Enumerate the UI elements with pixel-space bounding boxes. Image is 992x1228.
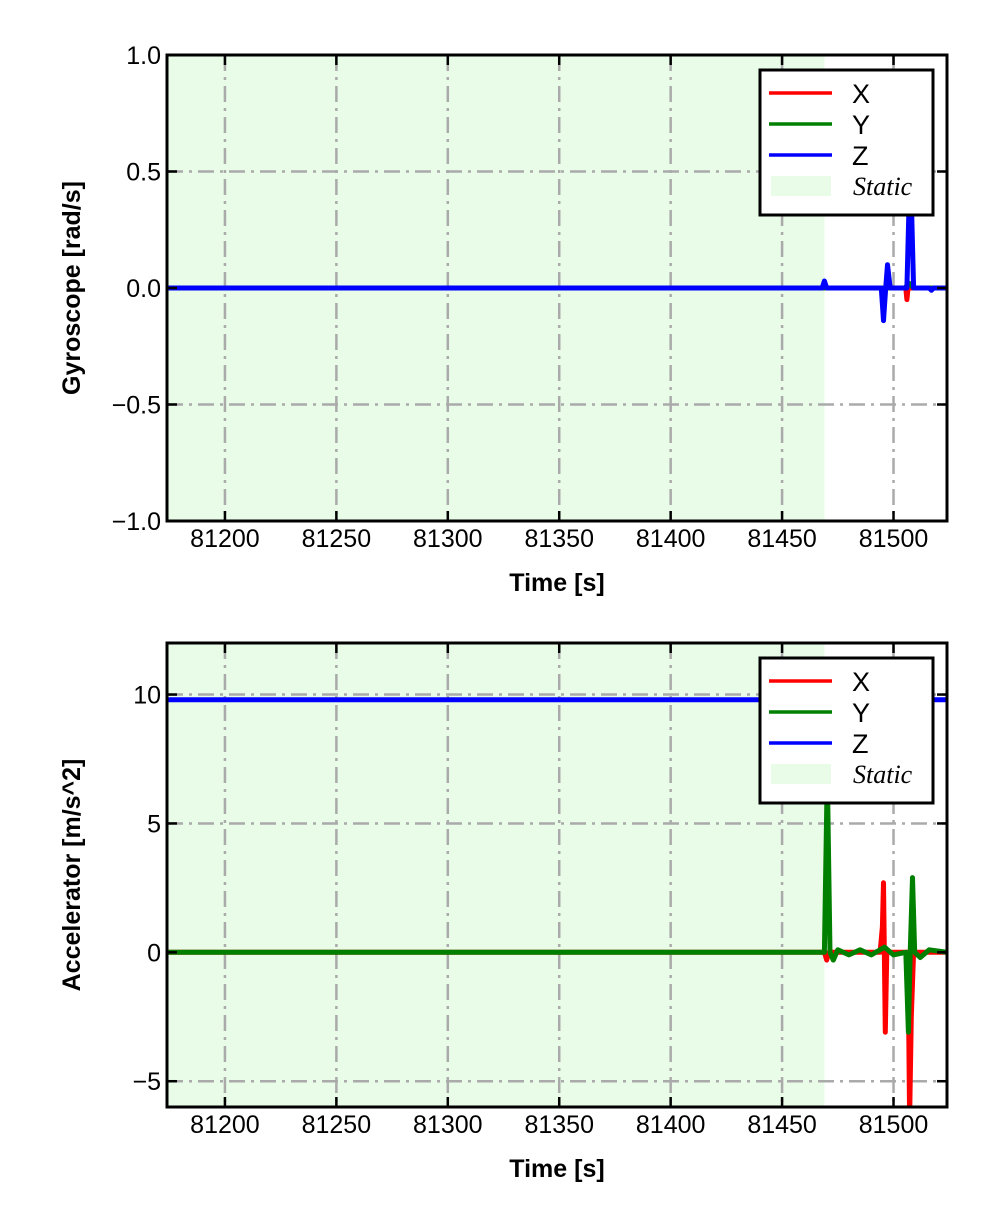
series-line-y (167, 769, 947, 1035)
x-tick-label: 81400 (636, 1111, 706, 1139)
legend-swatch-static (771, 764, 831, 784)
static-region (167, 643, 825, 1107)
y-tick-label: −1.0 (112, 508, 161, 536)
legend-label-x: X (852, 79, 870, 109)
x-tick-label: 81500 (859, 1111, 929, 1139)
y-tick-label: −5 (132, 1068, 161, 1096)
y-tick-label: 10 (133, 682, 161, 710)
x-tick-label: 81500 (859, 525, 929, 553)
legend-swatch-static (771, 176, 831, 196)
x-tick-label: 81400 (636, 525, 706, 553)
y-tick-label: 5 (147, 810, 161, 838)
legend-label-y: Y (852, 110, 870, 140)
series-line-z (167, 180, 947, 324)
legend-label-z: Z (852, 729, 869, 759)
legend-label-static: Static (853, 760, 913, 789)
legend-label-z: Z (852, 141, 869, 171)
y-tick-label: 0 (147, 939, 161, 967)
x-axis-label: Time [s] (509, 1155, 604, 1183)
x-axis-label: Time [s] (509, 569, 604, 597)
y-axis-label: Accelerator [m/s^2] (58, 759, 86, 992)
x-tick-label: 81250 (302, 1111, 372, 1139)
x-tick-label: 81250 (302, 525, 372, 553)
y-axis-label: Gyroscope [rad/s] (58, 181, 86, 395)
x-tick-label: 81350 (524, 1111, 594, 1139)
y-tick-label: 0.0 (126, 275, 161, 303)
x-tick-label: 81300 (413, 525, 483, 553)
x-tick-label: 81350 (524, 525, 594, 553)
x-tick-label: 81450 (747, 525, 817, 553)
subplot-1: 81200 81250 81300 81350 81400 81450 81500 −1.0 −… (58, 42, 949, 597)
x-tick-label: 81200 (190, 1111, 260, 1139)
axes-frame (165, 641, 949, 1109)
y-tick-label: 1.0 (126, 42, 161, 70)
x-tick-label: 81450 (747, 1111, 817, 1139)
legend-label-y: Y (852, 698, 870, 728)
legend-label-static: Static (853, 172, 913, 201)
x-tick-label: 81200 (190, 525, 260, 553)
series-group (167, 180, 947, 324)
y-tick-label: 0.5 (126, 159, 161, 187)
subplot-2: 81200 81250 81300 81350 81400 81450 81500 −5 0 5 1… (58, 641, 949, 1183)
legend-label-x: X (852, 667, 870, 697)
series-line-x (167, 880, 947, 1107)
x-tick-label: 81300 (413, 1111, 483, 1139)
y-tick-label: −0.5 (112, 392, 161, 420)
